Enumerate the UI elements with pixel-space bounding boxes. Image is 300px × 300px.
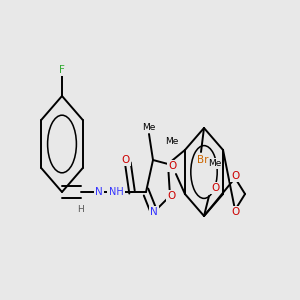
Text: N: N [95,187,103,197]
Text: Br: Br [197,155,209,165]
Text: O: O [122,155,130,165]
Text: F: F [59,65,65,75]
Text: Me: Me [208,159,222,168]
Text: O: O [211,183,219,193]
Text: O: O [231,207,239,217]
Text: O: O [231,171,239,181]
Text: NH: NH [109,187,123,197]
Text: H: H [78,206,84,214]
Text: O: O [167,191,175,201]
Text: N: N [150,207,158,217]
Text: O: O [169,161,177,171]
Text: Me: Me [165,137,178,146]
Text: Me: Me [142,123,156,132]
